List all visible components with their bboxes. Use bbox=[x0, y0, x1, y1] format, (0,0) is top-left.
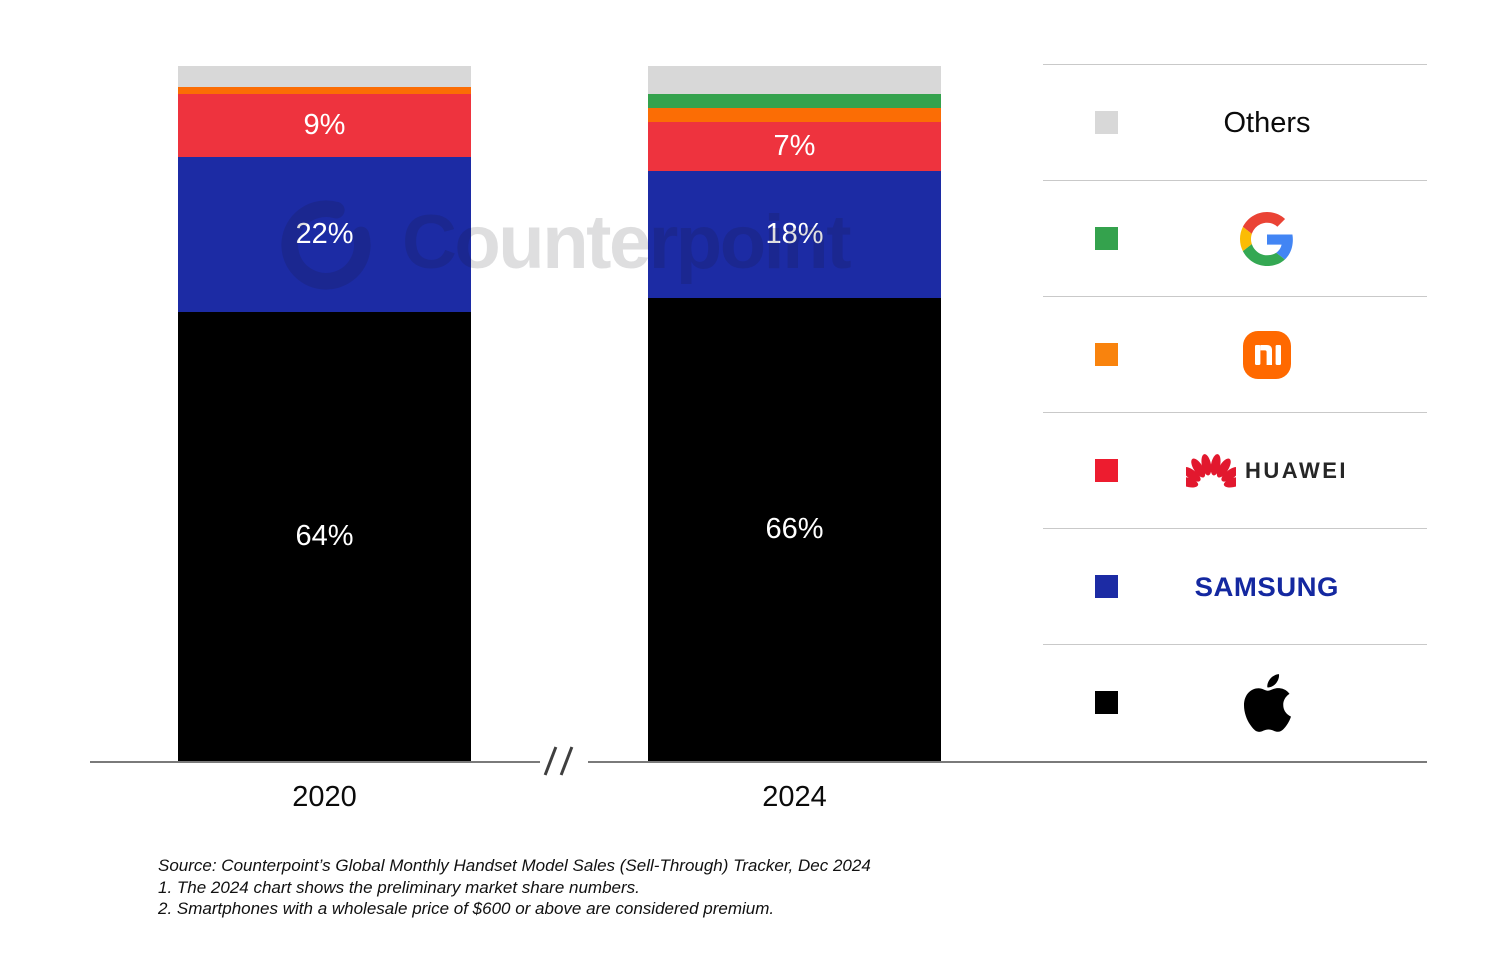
footnotes: Source: Counterpoint’s Global Monthly Ha… bbox=[158, 855, 871, 920]
stacked-bar-2020: 9% 22% 64% bbox=[178, 66, 471, 762]
axis-break-icon bbox=[559, 746, 574, 776]
segment-apple-2020: 64% bbox=[178, 312, 471, 762]
segment-value-label: 18% bbox=[765, 218, 824, 251]
footnote-1: 1. The 2024 chart shows the preliminary … bbox=[158, 877, 640, 897]
segment-others-2020 bbox=[178, 66, 471, 88]
stacked-bar-2024: 7% 18% 66% bbox=[648, 66, 941, 762]
legend-row-huawei: HUAWEI bbox=[1043, 412, 1427, 528]
x-axis-label-2020: 2020 bbox=[292, 781, 357, 813]
axis-break-icon bbox=[543, 746, 558, 776]
huawei-swatch bbox=[1095, 459, 1118, 482]
legend-row-google bbox=[1043, 180, 1427, 296]
source-line: Source: Counterpoint’s Global Monthly Ha… bbox=[158, 856, 871, 875]
apple-swatch bbox=[1095, 691, 1118, 714]
footnote-2: 2. Smartphones with a wholesale price of… bbox=[158, 899, 775, 918]
segment-samsung-2020: 22% bbox=[178, 157, 471, 313]
segment-huawei-2020: 9% bbox=[178, 94, 471, 158]
legend-row-xiaomi bbox=[1043, 296, 1427, 412]
google-logo-icon bbox=[1240, 212, 1293, 266]
x-axis-line-left bbox=[90, 761, 540, 763]
segment-value-label: 66% bbox=[765, 513, 824, 546]
segment-value-label: 7% bbox=[773, 130, 816, 163]
samsung-swatch bbox=[1095, 575, 1118, 598]
legend: Others bbox=[1043, 64, 1427, 762]
segment-others-2024 bbox=[648, 66, 941, 95]
legend-label-others: Others bbox=[1223, 106, 1311, 139]
google-swatch bbox=[1095, 227, 1118, 250]
legend-label-huawei: HUAWEI bbox=[1245, 458, 1348, 483]
segment-xiaomi-2020 bbox=[178, 87, 471, 95]
segment-xiaomi-2024 bbox=[648, 108, 941, 123]
segment-value-label: 9% bbox=[303, 109, 346, 142]
legend-row-samsung: SAMSUNG bbox=[1043, 528, 1427, 644]
segment-value-label: 64% bbox=[295, 520, 354, 553]
legend-row-apple bbox=[1043, 644, 1427, 762]
segment-apple-2024: 66% bbox=[648, 297, 941, 762]
apple-logo-icon bbox=[1243, 674, 1291, 732]
x-axis-line-right bbox=[588, 761, 1427, 763]
huawei-flower-icon bbox=[1186, 454, 1236, 488]
samsung-wordmark: SAMSUNG bbox=[1194, 571, 1340, 602]
segment-huawei-2024: 7% bbox=[648, 122, 941, 172]
segment-google-2024 bbox=[648, 94, 941, 109]
xiaomi-mi-logo-icon bbox=[1243, 331, 1291, 379]
others-swatch bbox=[1095, 111, 1118, 134]
x-axis-label-2024: 2024 bbox=[762, 781, 827, 813]
legend-row-others: Others bbox=[1043, 64, 1427, 180]
segment-value-label: 22% bbox=[295, 218, 354, 251]
xiaomi-swatch bbox=[1095, 343, 1118, 366]
segment-samsung-2024: 18% bbox=[648, 171, 941, 298]
